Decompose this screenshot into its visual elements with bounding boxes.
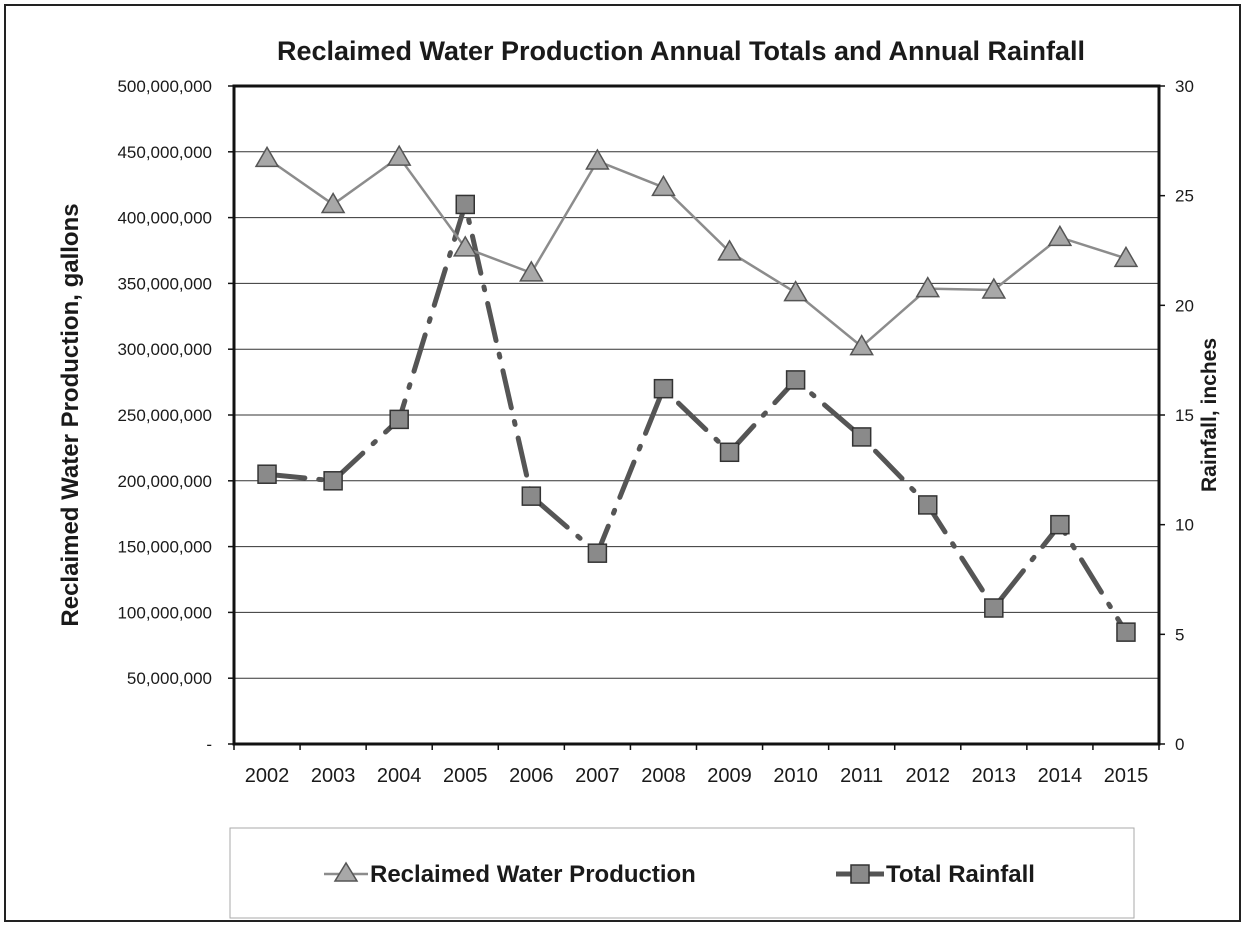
- legend: Reclaimed Water Production Total Rainfall: [229, 827, 1135, 919]
- right-axis-ticks: 30 25 20 15 10 5 0: [1159, 77, 1194, 754]
- y-tick-label: 100,000,000: [117, 603, 212, 622]
- chart-frame: Reclaimed Water Production Annual Totals…: [4, 4, 1241, 922]
- y2-tick-label: 0: [1175, 735, 1184, 754]
- x-tick-label: 2004: [377, 765, 422, 787]
- y-tick-label: 450,000,000: [117, 143, 212, 162]
- x-tick-label: 2007: [575, 765, 620, 787]
- legend-triangle-icon: [333, 861, 359, 882]
- rainfall-point: [984, 598, 1004, 618]
- x-tick-label: 2013: [972, 765, 1017, 787]
- reclaimed-point: [915, 276, 941, 298]
- y2-tick-label: 10: [1175, 516, 1194, 535]
- rainfall-point: [1116, 622, 1136, 642]
- x-tick-label: 2005: [443, 765, 488, 787]
- y-tick-label: 300,000,000: [117, 340, 212, 359]
- y-tick-label: 400,000,000: [117, 209, 212, 228]
- rainfall-point: [257, 464, 277, 484]
- rainfall-point: [719, 442, 740, 463]
- rainfall-point: [1050, 514, 1070, 535]
- reclaimed-point: [452, 235, 478, 257]
- reclaimed-point: [981, 277, 1007, 299]
- x-tick-label: 2012: [906, 765, 951, 787]
- y-tick-label: 50,000,000: [127, 669, 212, 688]
- x-axis-ticks: 2002 2003 2004 2005 2006 2007 2008 2009 2010 2011…: [233, 744, 1160, 787]
- reclaimed-line: [266, 155, 1127, 349]
- rainfall-point: [851, 427, 872, 447]
- x-tick-label: 2010: [773, 765, 818, 787]
- reclaimed-point: [519, 260, 544, 282]
- rainfall-point: [785, 370, 806, 390]
- legend-square-icon: [850, 864, 870, 884]
- rainfall-point: [389, 409, 409, 430]
- y-tick-label: 150,000,000: [117, 538, 212, 557]
- y-tick-label: 250,000,000: [117, 406, 212, 425]
- rainfall-point: [587, 543, 608, 563]
- x-tick-label: 2009: [707, 765, 752, 787]
- reclaimed-point: [783, 280, 808, 302]
- right-axis-title: Rainfall, inches: [1198, 338, 1221, 492]
- reclaimed-point: [386, 144, 412, 166]
- legend-label-reclaimed: Reclaimed Water Production: [370, 861, 696, 888]
- rainfall-point: [653, 378, 674, 399]
- line-chart: Reclaimed Water Production Annual Totals…: [57, 36, 1221, 919]
- y-tick-label: 200,000,000: [117, 472, 212, 491]
- rainfall-point: [918, 495, 938, 515]
- y2-tick-label: 30: [1175, 77, 1194, 96]
- rainfall-point: [323, 471, 343, 491]
- y-tick-label: 500,000,000: [117, 77, 212, 96]
- legend-box: [229, 827, 1135, 919]
- y2-tick-label: 25: [1175, 187, 1194, 206]
- reclaimed-point: [849, 334, 874, 356]
- reclaimed-point: [1113, 245, 1139, 268]
- reclaimed-point: [1047, 224, 1073, 247]
- y-tick-label: 350,000,000: [117, 274, 212, 293]
- x-tick-label: 2006: [509, 765, 554, 787]
- y2-tick-label: 20: [1175, 296, 1194, 315]
- legend-label-rainfall: Total Rainfall: [886, 861, 1035, 888]
- x-tick-label: 2003: [311, 765, 356, 787]
- reclaimed-point: [254, 145, 280, 168]
- rainfall-line: [264, 194, 1129, 635]
- gridlines: [234, 151, 1159, 679]
- x-tick-label: 2008: [641, 765, 686, 787]
- series-layer: [254, 144, 1139, 642]
- reclaimed-point: [651, 174, 676, 197]
- y2-tick-label: 15: [1175, 406, 1194, 425]
- y2-tick-label: 5: [1175, 625, 1184, 644]
- rainfall-point: [521, 486, 542, 506]
- left-axis-ticks: 500,000,000 450,000,000 400,000,000 350,000…: [117, 77, 234, 754]
- x-tick-label: 2015: [1104, 765, 1149, 787]
- y-tick-label: -: [206, 735, 212, 754]
- x-tick-label: 2014: [1038, 765, 1083, 787]
- reclaimed-point: [717, 239, 742, 261]
- left-axis-title: Reclaimed Water Production, gallons: [57, 203, 84, 626]
- rainfall-point: [455, 194, 475, 215]
- chart-title: Reclaimed Water Production Annual Totals…: [277, 36, 1085, 66]
- x-tick-label: 2002: [245, 765, 290, 787]
- reclaimed-point: [585, 148, 610, 170]
- x-tick-label: 2011: [840, 765, 883, 787]
- reclaimed-point: [320, 191, 346, 214]
